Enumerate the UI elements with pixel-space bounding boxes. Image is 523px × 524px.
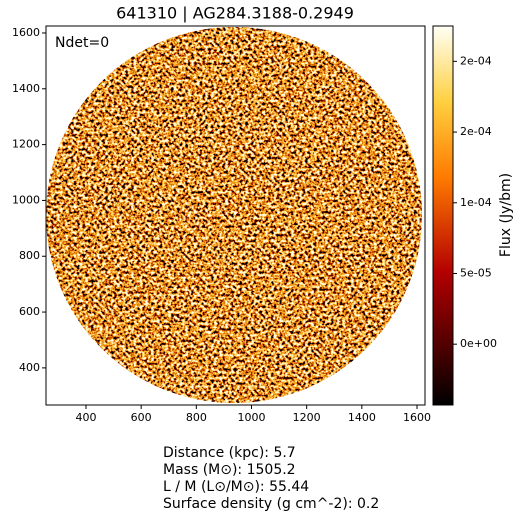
footer-line: L / M (L⊙/M⊙): 55.44 xyxy=(163,479,309,495)
x-tick-label: 1400 xyxy=(348,411,376,424)
x-tick-label: 400 xyxy=(75,411,96,424)
footer-line: Surface density (g cm^-2): 0.2 xyxy=(163,496,379,512)
x-tick-label: 1200 xyxy=(293,411,321,424)
y-tick-label: 1000 xyxy=(12,193,40,206)
x-tick-label: 600 xyxy=(131,411,152,424)
y-tick-label: 600 xyxy=(19,305,40,318)
y-tick-label: 1200 xyxy=(12,138,40,151)
footer-line: Distance (kpc): 5.7 xyxy=(163,445,296,461)
y-tick-label: 1400 xyxy=(12,82,40,95)
colorbar-tick-label: 2e-04 xyxy=(460,125,492,138)
chart-title: 641310 | AG284.3188-0.2949 xyxy=(116,4,354,23)
x-tick-label: 1600 xyxy=(403,411,431,424)
flux-map xyxy=(46,27,422,403)
x-tick-label: 1000 xyxy=(237,411,265,424)
y-tick-label: 400 xyxy=(19,361,40,374)
x-tick-label: 800 xyxy=(186,411,207,424)
colorbar xyxy=(432,25,454,406)
colorbar-label: Flux (Jy/bm) xyxy=(498,173,514,257)
colorbar-tick-label: 0e+00 xyxy=(460,337,497,350)
axes-frame xyxy=(45,25,426,406)
annotation: Ndet=0 xyxy=(55,35,109,51)
colorbar-tick-label: 1e-04 xyxy=(460,196,492,209)
footer-line: Mass (M⊙): 1505.2 xyxy=(163,462,296,478)
y-tick-label: 800 xyxy=(19,249,40,262)
colorbar-tick-label: 2e-04 xyxy=(460,54,492,67)
y-tick-label: 1600 xyxy=(12,26,40,39)
colorbar-tick-label: 5e-05 xyxy=(460,266,492,279)
